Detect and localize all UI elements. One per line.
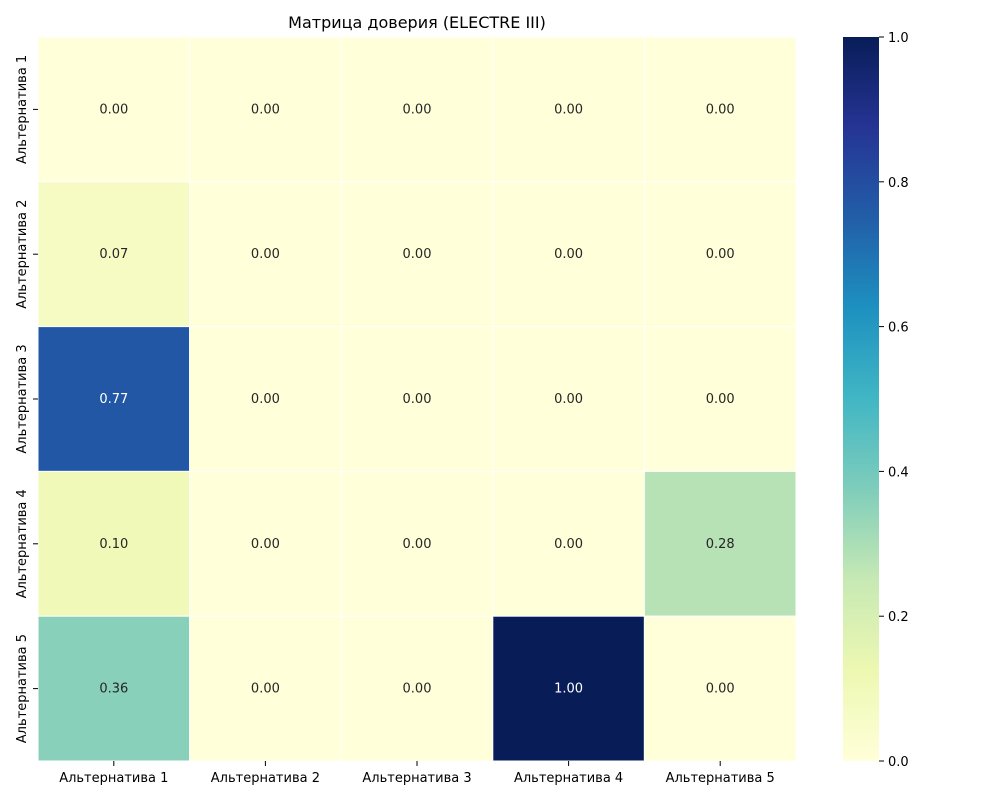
cell-value-label: 0.00 xyxy=(706,102,735,117)
cell-value-label: 0.00 xyxy=(706,682,735,697)
heatmap-cell xyxy=(643,615,797,762)
cell-value-label: 0.00 xyxy=(251,392,280,407)
colorbar-tick-label: 1.0 xyxy=(888,31,909,46)
heatmap-cell xyxy=(37,36,191,183)
cell-value-label: 0.00 xyxy=(403,102,432,117)
cell-value-label: 0.00 xyxy=(403,537,432,552)
chart-title: Матрица доверия (ELECTRE III) xyxy=(288,13,546,32)
y-tick-label: Альтернатива 4 xyxy=(15,489,30,598)
colorbar-gradient xyxy=(843,37,879,761)
cell-value-label: 0.00 xyxy=(251,102,280,117)
x-axis: Альтернатива 1 Альтернатива 2 Альтернатива… xyxy=(59,761,775,786)
cell-value-label: 0.00 xyxy=(706,247,735,262)
y-tick-label: Альтернатива 1 xyxy=(15,55,30,164)
heatmap-cell xyxy=(340,181,494,328)
cell-value-label: 0.00 xyxy=(251,682,280,697)
y-tick-label: Альтернатива 2 xyxy=(15,200,30,309)
cell-value-label: 0.00 xyxy=(554,392,583,407)
cell-value-label: 0.10 xyxy=(99,537,128,552)
colorbar-tick-label: 0.2 xyxy=(888,610,909,625)
heatmap-cell xyxy=(492,326,645,472)
cell-value-label: 0.07 xyxy=(99,247,128,262)
cell-value-label: 0.00 xyxy=(403,392,432,407)
x-tick-label: Альтернатива 3 xyxy=(362,771,471,786)
colorbar-tick-label: 0.0 xyxy=(888,755,909,770)
heatmap-cell xyxy=(340,470,494,617)
cell-value-label: 0.00 xyxy=(554,247,583,262)
heatmap-cell xyxy=(340,36,494,183)
x-tick-label: Альтернатива 4 xyxy=(514,771,623,786)
cell-value-label: 0.00 xyxy=(554,102,583,117)
colorbar-tick-label: 0.4 xyxy=(888,465,909,480)
heatmap-cell xyxy=(492,470,645,617)
colorbar: 0.0 0.2 0.4 0.6 0.8 1.0 xyxy=(843,31,909,770)
heatmap-cell xyxy=(189,615,342,762)
heatmap-cell xyxy=(37,181,191,328)
x-tick-label: Альтернатива 1 xyxy=(59,771,168,786)
cell-value-label: 0.36 xyxy=(99,682,128,697)
cell-value-label: 0.00 xyxy=(99,102,128,117)
heatmap-cell xyxy=(643,36,797,183)
y-axis: Альтернатива 1 Альтернатива 2 Альтернатива… xyxy=(15,55,38,743)
cell-value-label: 0.00 xyxy=(403,682,432,697)
cell-value-label: 0.77 xyxy=(99,392,128,407)
heatmap-cell xyxy=(189,470,342,617)
cell-value-label: 0.28 xyxy=(706,537,735,552)
y-tick-label: Альтернатива 5 xyxy=(15,634,30,743)
x-tick-label: Альтернатива 2 xyxy=(211,771,320,786)
heatmap-cell xyxy=(189,326,342,472)
heatmap-cell xyxy=(37,615,191,762)
heatmap-cell xyxy=(340,326,494,472)
colorbar-tick-label: 0.8 xyxy=(888,176,909,191)
heatmap-cell xyxy=(340,615,494,762)
cell-value-label: 0.00 xyxy=(251,537,280,552)
heatmap-cell xyxy=(189,181,342,328)
colorbar-tick-label: 0.6 xyxy=(888,321,909,336)
heatmap-cell xyxy=(643,326,797,472)
y-tick-label: Альтернатива 3 xyxy=(15,344,30,453)
heatmap-cell xyxy=(643,181,797,328)
cell-value-label: 0.00 xyxy=(706,392,735,407)
cell-value-label: 1.00 xyxy=(554,682,583,697)
heatmap-cells: 0.00 0.00 0.00 0.00 0.00 0.07 0.00 0.00 0.00 0.00… xyxy=(37,36,797,762)
cell-value-label: 0.00 xyxy=(403,247,432,262)
heatmap-cell xyxy=(492,36,645,183)
x-tick-label: Альтернатива 5 xyxy=(666,771,775,786)
cell-value-label: 0.00 xyxy=(554,537,583,552)
heatmap-cell xyxy=(189,36,342,183)
cell-value-label: 0.00 xyxy=(251,247,280,262)
heatmap-cell xyxy=(643,470,797,617)
